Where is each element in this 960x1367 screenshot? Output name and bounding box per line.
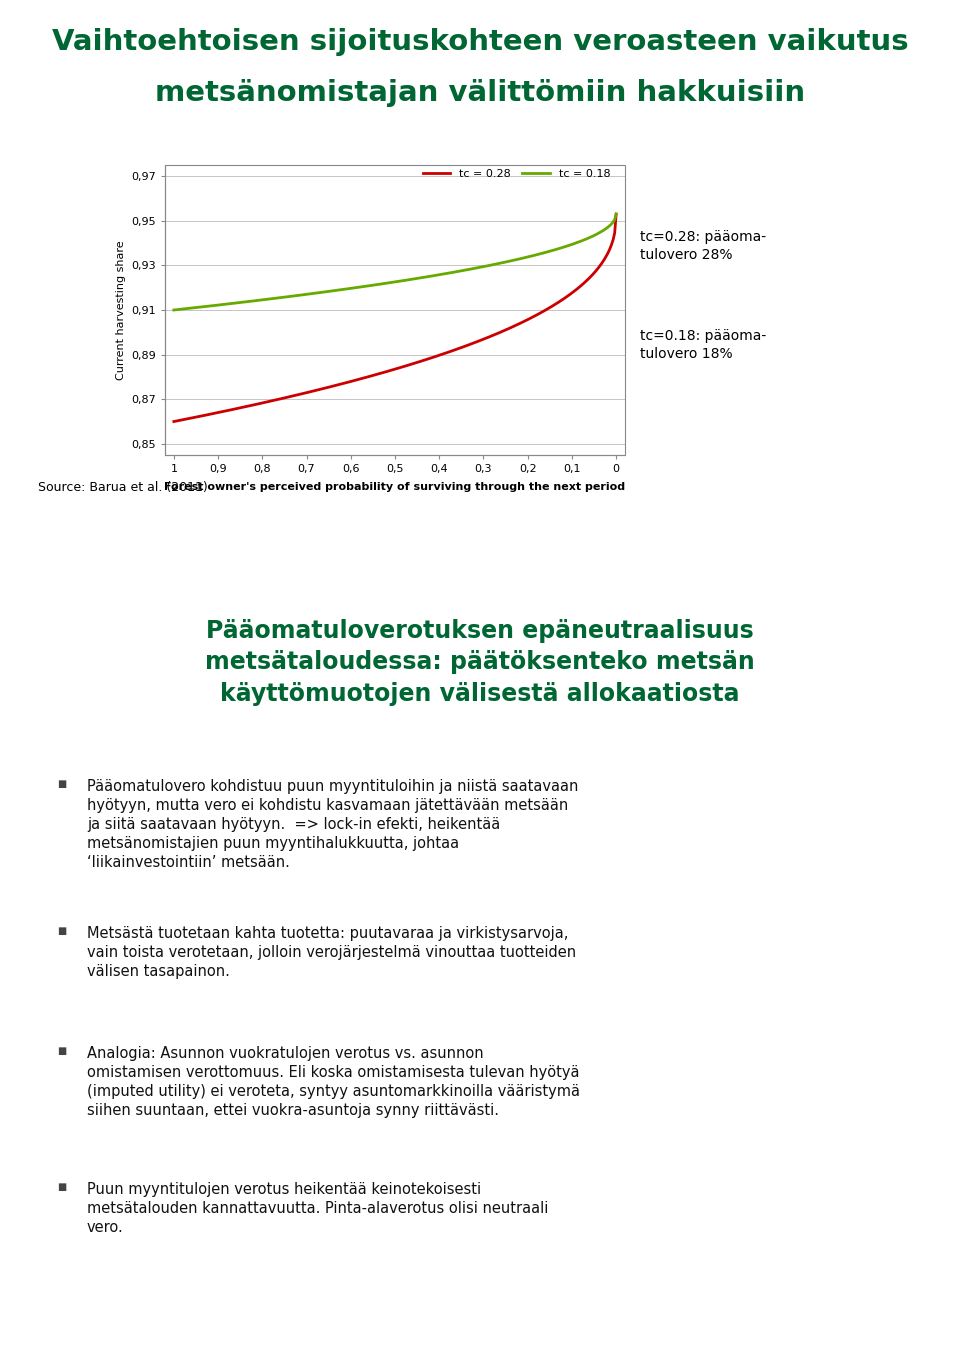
Text: Vaihtoehtoisen sijoituskohteen veroasteen vaikutus: Vaihtoehtoisen sijoituskohteen veroastee… (52, 29, 908, 56)
Text: ■: ■ (57, 925, 66, 936)
Text: METLA: METLA (869, 1342, 931, 1360)
Text: Source: Barua et al. (2011): Source: Barua et al. (2011) (38, 481, 208, 493)
Legend: tc = 0.28, tc = 0.18: tc = 0.28, tc = 0.18 (419, 165, 614, 183)
Text: ■: ■ (57, 1182, 66, 1192)
Text: Puun myyntitulojen verotus heikentää keinotekoisesti
metsätalouden kannattavuutt: Puun myyntitulojen verotus heikentää kei… (86, 1182, 548, 1236)
Y-axis label: Current harvesting share: Current harvesting share (115, 241, 126, 380)
Text: ■: ■ (57, 779, 66, 789)
X-axis label: Forest owner's perceived probability of surviving through the next period: Forest owner's perceived probability of … (164, 483, 626, 492)
Text: ■: ■ (57, 1046, 66, 1055)
Text: 8: 8 (477, 1346, 483, 1356)
Text: 7: 7 (477, 526, 483, 536)
Text: 31.10.2013: 31.10.2013 (19, 1346, 79, 1356)
Text: METLA: METLA (869, 522, 931, 540)
Text: Metsästä tuotetaan kahta tuotetta: puutavaraa ja virkistysarvoja,
vain toista ve: Metsästä tuotetaan kahta tuotetta: puuta… (86, 925, 576, 979)
Text: metsänomistajan välittömiin hakkuisiin: metsänomistajan välittömiin hakkuisiin (155, 79, 805, 107)
Text: Pääomatulovero kohdistuu puun myyntituloihin ja niistä saatavaan
hyötyyn, mutta : Pääomatulovero kohdistuu puun myyntitulo… (86, 779, 578, 871)
Text: Analogia: Asunnon vuokratulojen verotus vs. asunnon
omistamisen verottomuus. Eli: Analogia: Asunnon vuokratulojen verotus … (86, 1046, 580, 1118)
Text: Pääomatuloverotuksen epäneutraalisuus
metsätaloudessa: päätöksenteko metsän
käyt: Pääomatuloverotuksen epäneutraalisuus me… (205, 619, 755, 707)
Text: tc=0.28: pääoma-
tulovero 28%: tc=0.28: pääoma- tulovero 28% (640, 230, 766, 262)
Text: 31.10.2013: 31.10.2013 (19, 526, 79, 536)
Text: tc=0.18: pääoma-
tulovero 18%: tc=0.18: pääoma- tulovero 18% (640, 328, 766, 361)
